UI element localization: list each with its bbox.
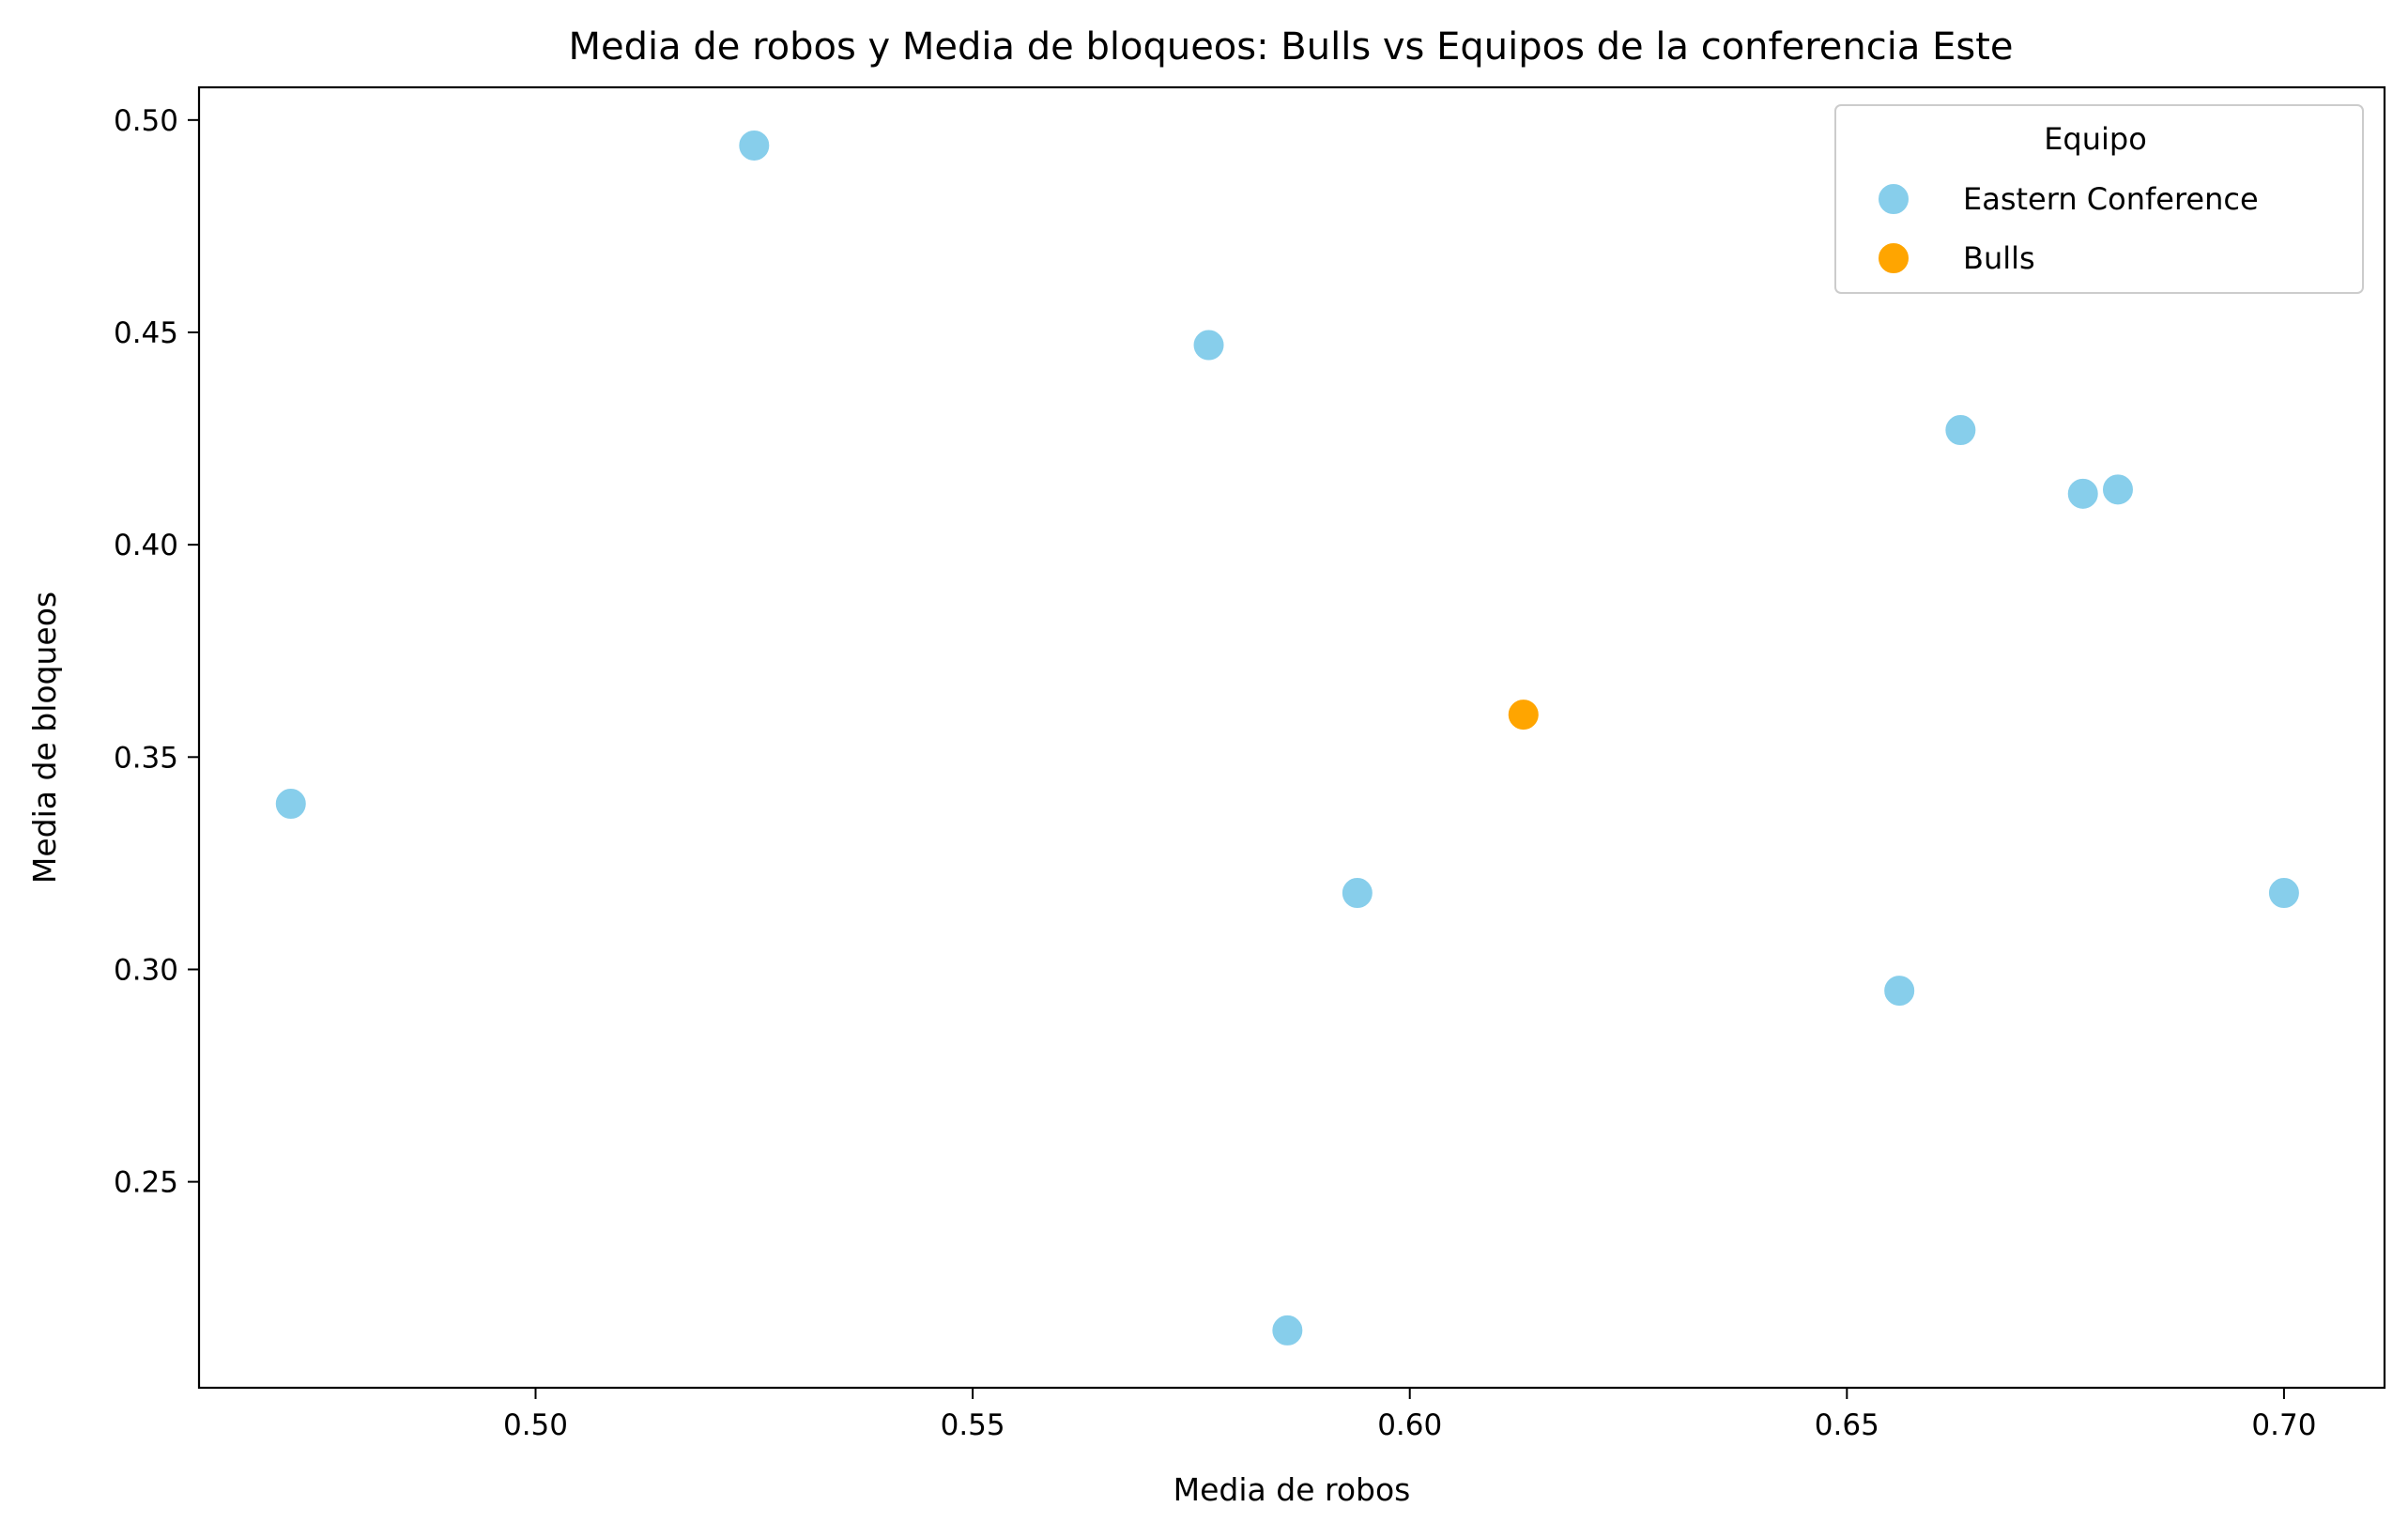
x-axis-ticks: 0.50 0.55 0.60 0.65 0.70 xyxy=(503,1388,2316,1442)
data-point xyxy=(1943,413,1978,448)
x-tick-label: 0.55 xyxy=(941,1408,1005,1442)
data-point xyxy=(273,787,308,822)
data-points xyxy=(273,128,2301,1347)
y-tick-label: 0.40 xyxy=(114,529,178,562)
x-tick-label: 0.50 xyxy=(503,1408,568,1442)
chart-title: Media de robos y Media de bloqueos: Bull… xyxy=(569,25,2014,69)
y-axis-label: Media de bloqueos xyxy=(26,592,63,884)
y-tick-label: 0.45 xyxy=(114,316,178,350)
data-point xyxy=(2266,876,2301,911)
data-point xyxy=(1506,698,1541,732)
data-point xyxy=(1270,1313,1305,1347)
data-point xyxy=(1191,328,1226,362)
x-tick-label: 0.60 xyxy=(1377,1408,1442,1442)
legend-marker xyxy=(1877,182,1910,216)
y-tick-label: 0.50 xyxy=(114,104,178,138)
legend-marker xyxy=(1877,241,1910,275)
y-tick-label: 0.35 xyxy=(114,741,178,775)
y-axis-ticks: 0.25 0.30 0.35 0.40 0.45 0.50 xyxy=(114,104,199,1200)
legend-entry-label: Bulls xyxy=(1963,240,2035,276)
y-tick-label: 0.25 xyxy=(114,1166,178,1200)
y-tick-label: 0.30 xyxy=(114,953,178,987)
data-point xyxy=(1340,876,1374,911)
data-point xyxy=(1882,974,1917,1008)
data-point xyxy=(2065,476,2100,511)
data-point xyxy=(737,128,772,162)
legend-title: Equipo xyxy=(2044,121,2147,157)
plot-area-frame xyxy=(197,85,2386,1390)
x-tick-label: 0.65 xyxy=(1815,1408,1879,1442)
x-tick-label: 0.70 xyxy=(2251,1408,2316,1442)
legend-box xyxy=(1834,104,2364,294)
data-point xyxy=(2100,472,2135,507)
legend-entry-label: Eastern Conference xyxy=(1963,181,2259,217)
x-axis-label: Media de robos xyxy=(1173,1471,1411,1508)
legend: Equipo Eastern Conference Bulls xyxy=(1834,104,2364,294)
